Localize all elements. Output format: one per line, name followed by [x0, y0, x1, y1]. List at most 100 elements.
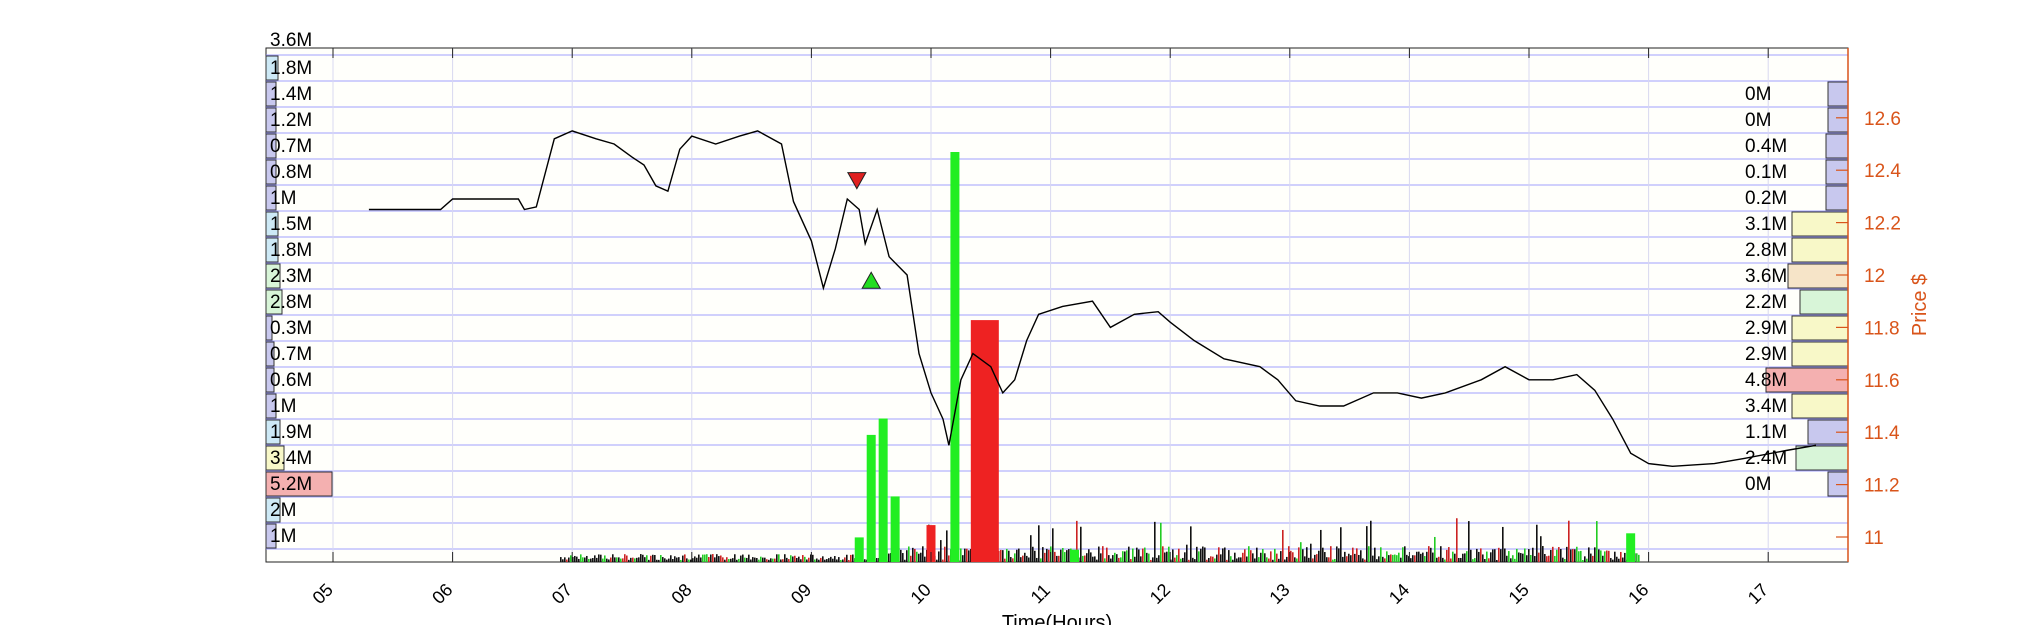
volume-tick: [698, 554, 700, 562]
volume-tick: [1092, 556, 1094, 562]
volume-tick: [1042, 547, 1044, 562]
profile-label-left: 0.8M: [270, 162, 312, 183]
volume-tick: [626, 555, 628, 562]
volume-tick: [752, 557, 754, 562]
volume-tick: [684, 554, 686, 562]
volume-bar: [970, 320, 999, 562]
x-tick-label: 05: [309, 580, 337, 608]
volume-tick: [1112, 555, 1114, 562]
volume-tick: [1414, 555, 1416, 562]
volume-tick: [962, 555, 964, 562]
profile-bar-left: [265, 55, 279, 81]
y-tick-label: 12.2: [1864, 214, 1901, 235]
volume-tick: [1386, 551, 1388, 562]
profile-bar-right: [1825, 133, 1849, 159]
volume-tick: [1390, 554, 1392, 562]
volume-tick: [1018, 548, 1020, 562]
volume-tick: [1588, 547, 1590, 562]
volume-tick: [1516, 548, 1518, 562]
volume-tick: [1544, 554, 1546, 562]
volume-tick: [910, 555, 912, 562]
profile-label-right: 0.1M: [1745, 162, 1787, 183]
volume-tick: [672, 559, 674, 562]
volume-tick: [810, 554, 812, 562]
volume-tick: [1230, 556, 1232, 562]
volume-tick: [1326, 557, 1328, 562]
volume-tick: [1548, 555, 1550, 562]
profile-label-left: 5.2M: [270, 474, 312, 495]
volume-tick: [864, 559, 866, 562]
volume-tick: [876, 558, 878, 562]
x-tick-label: 15: [1505, 580, 1533, 608]
volume-tick: [840, 559, 842, 562]
sell-marker: [846, 172, 867, 190]
volume-tick: [1144, 547, 1146, 562]
volume-tick: [914, 548, 916, 562]
volume-tick: [570, 555, 572, 562]
y-tick-label: 11: [1864, 528, 1884, 549]
volume-tick: [1456, 518, 1458, 562]
volume-tick: [1192, 557, 1194, 562]
volume-tick: [1252, 553, 1254, 562]
volume-tick: [1140, 556, 1142, 562]
volume-tick: [1224, 547, 1226, 562]
volume-tick: [680, 559, 682, 562]
profile-bar-left: [265, 211, 279, 237]
plot-background: [265, 47, 1849, 563]
volume-tick: [1146, 552, 1148, 562]
volume-tick: [792, 556, 794, 562]
volume-tick: [948, 555, 950, 562]
volume-tick: [676, 557, 678, 562]
volume-tick: [1164, 552, 1166, 562]
volume-bar: [854, 537, 864, 562]
profile-bar-left: [265, 237, 279, 263]
volume-tick: [1020, 557, 1022, 562]
volume-tick: [1254, 558, 1256, 562]
volume-tick: [622, 558, 624, 562]
profile-bar-right: [1825, 185, 1849, 211]
volume-tick: [1474, 558, 1476, 562]
volume-tick: [918, 553, 920, 562]
volume-tick: [1346, 556, 1348, 562]
volume-tick: [1208, 557, 1210, 562]
buy-marker: [861, 271, 882, 289]
x-tick-label: 14: [1385, 580, 1413, 608]
volume-tick: [1542, 546, 1544, 562]
volume-tick: [602, 558, 604, 562]
volume-tick: [712, 554, 714, 562]
volume-tick: [1426, 551, 1428, 562]
volume-tick: [1052, 528, 1054, 562]
volume-tick: [1530, 554, 1532, 562]
volume-tick: [1048, 549, 1050, 562]
volume-tick: [1012, 558, 1014, 562]
volume-tick: [718, 556, 720, 562]
volume-tick: [1196, 546, 1198, 562]
volume-tick: [1596, 521, 1598, 562]
volume-tick: [1396, 555, 1398, 562]
volume-tick: [1638, 554, 1640, 562]
volume-tick: [1174, 557, 1176, 562]
volume-tick: [1216, 554, 1218, 562]
volume-tick: [1088, 549, 1090, 562]
volume-tick: [588, 558, 590, 562]
volume-tick: [1068, 549, 1070, 562]
volume-tick: [800, 559, 802, 562]
volume-tick: [1404, 546, 1406, 562]
volume-tick: [1526, 555, 1528, 562]
volume-tick: [1194, 559, 1196, 562]
volume-tick: [758, 559, 760, 562]
volume-tick: [888, 553, 890, 562]
volume-tick: [1342, 556, 1344, 562]
volume-tick: [1016, 549, 1018, 562]
volume-tick: [1538, 552, 1540, 562]
volume-tick: [1314, 554, 1316, 562]
volume-tick: [1132, 548, 1134, 562]
profile-label-left: 0.6M: [270, 370, 312, 391]
volume-tick: [1350, 555, 1352, 562]
volume-tick: [1182, 557, 1184, 562]
volume-tick: [1268, 558, 1270, 562]
volume-tick: [1066, 550, 1068, 562]
volume-tick: [694, 556, 696, 562]
top-volume-label: 3.6M: [270, 30, 312, 51]
volume-tick: [1184, 552, 1186, 562]
